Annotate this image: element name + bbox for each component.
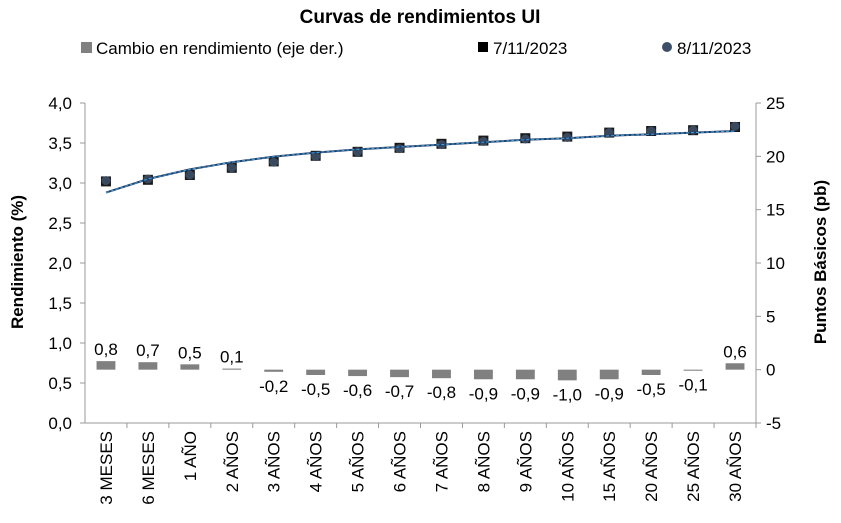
bar-data-label: -0,9 [595,384,624,403]
x-tick-label: 3 MESES [97,431,116,505]
y-tick-labels: 0,0 0,5 1,0 1,5 2,0 2,5 3,0 3,5 4,0 [48,94,72,433]
bar [683,369,703,371]
y-tick-label: 2,0 [48,254,72,273]
x-tick-label: 25 AÑOS [684,431,703,502]
bar-data-label: -0,5 [301,380,330,399]
bar [96,361,116,370]
bar-data-label: 0,5 [178,343,202,362]
bar [222,368,242,370]
y-tick-label: 2,5 [48,214,72,233]
bar-data-label: -0,1 [678,376,707,395]
legend: Cambio en rendimiento (eje der.) 7/11/20… [81,39,751,58]
x-tick-label: 2 AÑOS [223,431,242,492]
bar-data-label: -0,7 [385,382,414,401]
bar [599,369,619,380]
x-tick-label: 8 AÑOS [474,431,493,492]
legend-circle-marker [662,42,672,52]
x-tick-label: 10 AÑOS [558,431,577,502]
legend-bar-swatch [81,42,92,53]
bar [725,363,745,370]
y-tick-label: 3,5 [48,134,72,153]
legend-label-change: Cambio en rendimiento (eje der.) [96,39,344,58]
marker-circle [730,121,740,131]
y-tick-label: 0,5 [48,374,72,393]
marker-circle [185,170,195,180]
y2-tick-label: 0 [766,361,775,380]
y2-tick-label: -5 [766,414,781,433]
bar [515,369,535,380]
y2-tick-label: 10 [766,254,785,273]
bar-data-label: -1,0 [553,385,582,404]
x-tick-label: 6 MESES [139,431,158,505]
axes [80,102,761,428]
x-tick-label: 20 AÑOS [642,431,661,502]
x-tick-label: 7 AÑOS [432,431,451,492]
y-tick-label: 4,0 [48,94,72,113]
fitted-curve-line-highlight [105,130,736,194]
bar-data-label: -0,9 [469,384,498,403]
bar [348,369,368,377]
fitted-curve [105,130,736,194]
x-tick-label: 4 AÑOS [307,431,326,492]
fitted-curve-line [105,130,736,194]
marker-series [100,121,741,187]
x-tick-label: 9 AÑOS [516,431,535,492]
x-tick-label: 30 AÑOS [726,431,745,502]
bar-data-labels: 0,8 0,7 0,5 0,1 -0,2 -0,5 -0,6 -0,7 -0,8 -0,9 -0,9… [94,340,747,404]
x-tick-label: 5 AÑOS [349,431,368,492]
y-tick-label: 1,0 [48,334,72,353]
bar [557,369,577,381]
y-tick-label: 1,5 [48,294,72,313]
bar-data-label: 0,6 [723,342,747,361]
chart-title: Curvas de rendimientos UI [300,7,541,28]
legend-label-date1: 7/11/2023 [493,39,567,58]
bar [180,364,200,370]
marker-circle [227,163,237,173]
bar-series [96,361,745,381]
bar-data-label: 0,1 [220,348,244,367]
y2-tick-label: 25 [766,94,785,113]
bar [306,369,326,375]
legend-square-marker [478,42,488,52]
y2-tick-label: 15 [766,201,785,220]
marker-circle [269,157,279,167]
bar [473,369,493,380]
x-tick-label: 6 AÑOS [391,431,410,492]
marker-circle [101,176,111,186]
x-tick-labels: 3 MESES 6 MESES 1 AÑO 2 AÑOS 3 AÑOS 4 AÑOS 5 A… [97,431,745,505]
bar-data-label: 0,8 [94,340,118,359]
y-tick-label: 3,0 [48,174,72,193]
bar-data-label: -0,2 [259,377,288,396]
legend-label-date2: 8/11/2023 [677,39,751,58]
bar-data-label: 0,7 [136,341,160,360]
x-tick-label: 15 AÑOS [600,431,619,502]
y2-tick-label: 20 [766,147,785,166]
x-tick-label: 1 AÑO [181,431,200,481]
marker-circle [395,144,405,154]
x-tick-label: 3 AÑOS [265,431,284,492]
bar [390,369,409,378]
bar-data-label: -0,8 [427,383,456,402]
y-axis-title: Rendimiento (%) [8,195,27,329]
bar [641,369,661,375]
bar [138,362,158,370]
bar [264,369,284,372]
bar-data-label: -0,9 [511,384,540,403]
y2-tick-labels: -5 0 5 10 15 20 25 [766,94,785,433]
y-tick-label: 0,0 [48,414,72,433]
bar-data-label: -0,6 [343,381,372,400]
marker-circle [311,152,321,162]
bar-data-label: -0,5 [637,380,666,399]
y2-axis-title: Puntos Básicos (pb) [811,180,830,344]
y2-tick-label: 5 [766,307,775,326]
bar [432,369,451,379]
